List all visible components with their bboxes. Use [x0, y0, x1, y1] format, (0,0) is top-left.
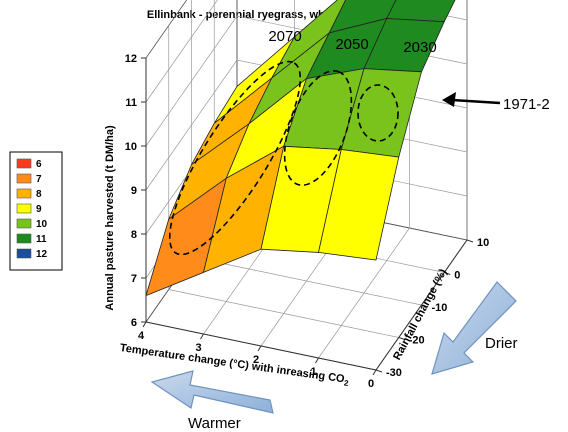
x-tick-label: 4 [138, 330, 145, 342]
warmer-arrow: Warmer [150, 370, 274, 432]
surface-cell [386, 0, 456, 23]
y-tick-label: -10 [432, 302, 448, 314]
x-tick-label: 3 [195, 342, 201, 354]
legend-label: 10 [36, 219, 48, 230]
ellipse-2030 [357, 84, 399, 142]
z-tick-label: 11 [125, 97, 137, 109]
year-2050: 2050 [335, 36, 368, 53]
z-tick-label: 9 [131, 185, 137, 197]
scenario-years: 2070 2050 2030 [268, 28, 436, 56]
surface-cell [318, 149, 400, 261]
drier-label: Drier [485, 335, 518, 352]
legend-label: 8 [36, 189, 42, 200]
legend-swatch [16, 188, 32, 199]
z-tick-label: 10 [125, 141, 137, 153]
legend-swatch [16, 218, 32, 229]
legend-label: 12 [36, 249, 48, 260]
legend-swatch [16, 248, 32, 259]
baseline-label: 1971-2 [503, 96, 550, 113]
ellipse-2070 [168, 60, 302, 256]
x-ticks: 4 3 2 1 0 [138, 321, 377, 390]
z-tick-label: 8 [131, 229, 137, 241]
legend-swatch [16, 233, 32, 244]
scenario-ellipses [168, 60, 399, 256]
surface [145, 0, 456, 297]
year-2030: 2030 [403, 39, 436, 56]
y-tick-label: -20 [409, 335, 425, 347]
legend-label: 9 [36, 204, 42, 215]
baseline-pointer: 1971-2 [442, 92, 550, 113]
legend-swatch [16, 158, 32, 169]
legend: 6 7 8 9 10 11 12 [9, 151, 63, 271]
legend-swatch [16, 203, 32, 214]
legend-label: 11 [36, 234, 47, 245]
drier-arrow: Drier [431, 281, 518, 375]
z-ticks: 6 7 8 9 10 11 12 [125, 53, 146, 329]
x-tick-label: 0 [368, 378, 374, 390]
z-tick-label: 7 [131, 273, 137, 285]
y-tick-label: 0 [454, 270, 460, 282]
warmer-label: Warmer [188, 415, 241, 432]
legend-label: 7 [36, 174, 42, 185]
z-axis-label: Annual pasture harvested (t DM/ha) [104, 125, 116, 311]
year-2070: 2070 [268, 28, 301, 45]
z-tick-label: 6 [131, 317, 137, 329]
legend-label: 6 [36, 159, 42, 170]
y-tick-label: -30 [386, 367, 402, 379]
y-ticks: 10 0 -10 -20 -30 [375, 237, 489, 379]
z-tick-label: 12 [125, 53, 137, 65]
ellipse-2050 [283, 70, 353, 186]
y-tick-label: 10 [477, 237, 489, 249]
x-tick-label: 1 [310, 366, 316, 378]
legend-swatch [16, 173, 32, 184]
x-tick-label: 2 [253, 354, 259, 366]
